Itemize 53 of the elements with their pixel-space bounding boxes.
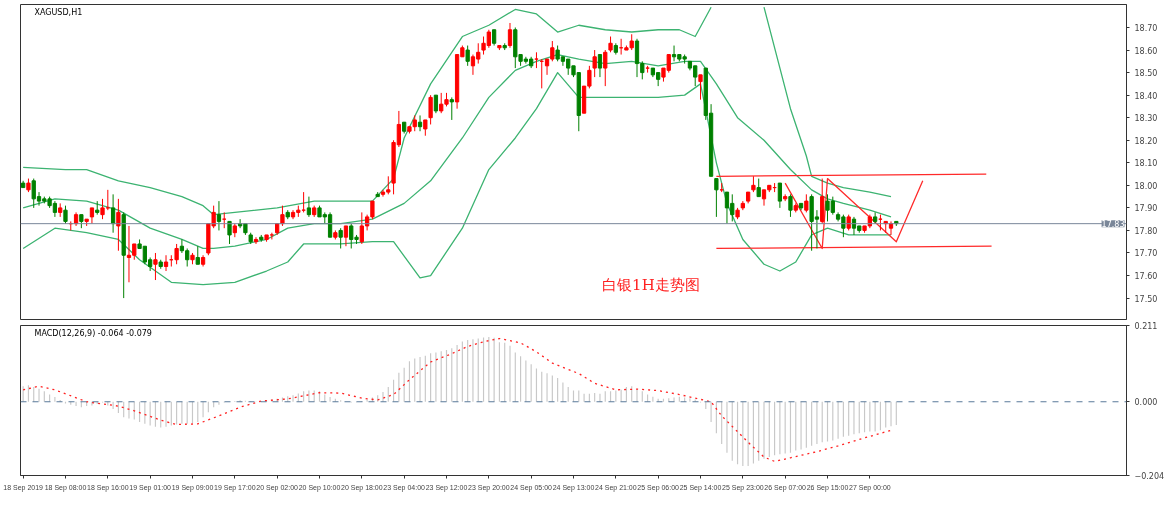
y-tick-label: 18.10: [1134, 159, 1158, 169]
candlestick: [343, 225, 349, 247]
candlestick: [449, 96, 454, 121]
y-tick-label: 17.70: [1134, 249, 1158, 259]
y-tick-label: 18.20: [1134, 136, 1158, 146]
candlestick: [698, 74, 703, 101]
candlestick: [153, 252, 158, 281]
candlestick: [110, 193, 116, 234]
candlestick: [804, 193, 809, 213]
candlestick: [280, 205, 285, 227]
y-tick-label: 18.40: [1134, 91, 1158, 101]
y-tick-label: −0.204: [1134, 472, 1165, 481]
y-tick-label: 0.211: [1134, 322, 1158, 331]
candlestick: [756, 178, 761, 198]
y-tick-label: 18.30: [1134, 114, 1158, 124]
candlestick: [227, 220, 232, 245]
y-tick-label: 18.00: [1134, 181, 1158, 191]
y-tick-label: 17.50: [1134, 294, 1158, 304]
candlestick: [439, 92, 444, 114]
y-tick-label: 18.70: [1134, 24, 1158, 33]
candlestick: [714, 178, 719, 218]
annotation: 白银1H走势图: [602, 276, 700, 295]
candlestick: [873, 211, 878, 225]
candlestick: [116, 198, 121, 252]
chart-title: XAGUSD,H1: [34, 7, 83, 17]
candlestick: [338, 227, 343, 249]
candlestick: [306, 196, 312, 218]
candlestick: [163, 254, 169, 272]
ref-line-label: 17.83: [1101, 220, 1125, 230]
y-tick-label: 17.60: [1134, 272, 1158, 282]
candlestick: [788, 193, 793, 218]
y-tick-label: 18.50: [1134, 69, 1158, 79]
candlestick: [216, 200, 222, 231]
candlestick: [433, 94, 439, 114]
candlestick: [465, 45, 470, 67]
candlestick: [592, 49, 597, 78]
y-tick-label: 17.90: [1134, 204, 1158, 214]
candlestick: [63, 205, 68, 225]
line-series: [763, 6, 892, 198]
y-tick-label: 18.60: [1134, 46, 1158, 56]
candlestick: [603, 49, 608, 87]
candlestick: [428, 94, 433, 125]
y-tick-label: 0.000: [1134, 398, 1158, 408]
candlestick: [174, 243, 179, 265]
candlestick: [507, 22, 513, 49]
candlestick: [597, 54, 603, 78]
y-tick-label: 17.80: [1134, 226, 1158, 236]
candlestick: [195, 245, 200, 265]
candlestick: [777, 182, 783, 209]
chart-title: MACD(12,26,9) -0.064 -0.079: [34, 328, 152, 338]
candlestick: [253, 236, 259, 245]
line-series: [22, 337, 892, 463]
candlestick: [100, 198, 105, 220]
